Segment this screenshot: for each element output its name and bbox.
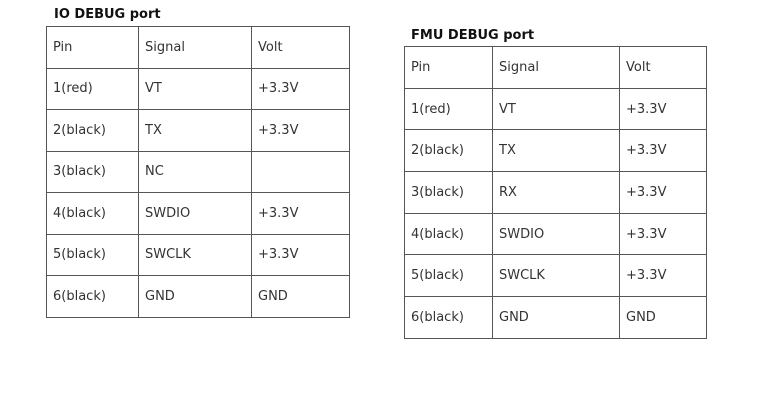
cell-signal: VT bbox=[138, 67, 252, 110]
cell-signal: TX bbox=[138, 109, 252, 152]
cell-volt: +3.3V bbox=[251, 192, 350, 235]
table-row: 6(black) GND GND bbox=[404, 296, 707, 339]
table-row: 4(black) SWDIO +3.3V bbox=[46, 192, 350, 235]
cell-volt: GND bbox=[251, 275, 350, 318]
cell-pin: 5(black) bbox=[404, 254, 493, 298]
cell-volt: +3.3V bbox=[619, 171, 707, 214]
cell-volt: +3.3V bbox=[251, 233, 350, 276]
table-row: 2(black) TX +3.3V bbox=[46, 109, 350, 152]
table-row: 5(black) SWCLK +3.3V bbox=[404, 254, 707, 298]
cell-volt: +3.3V bbox=[619, 129, 707, 173]
table-header-row: Pin Signal Volt bbox=[404, 46, 707, 89]
table-row: 2(black) TX +3.3V bbox=[404, 129, 707, 173]
cell-pin: 3(black) bbox=[46, 150, 139, 193]
header-signal: Signal bbox=[138, 26, 252, 69]
cell-signal: SWDIO bbox=[138, 192, 252, 235]
cell-signal: SWDIO bbox=[492, 212, 620, 256]
fmu-debug-port-table: Pin Signal Volt 1(red) VT +3.3V 2(black)… bbox=[404, 46, 707, 339]
cell-pin: 1(red) bbox=[404, 87, 493, 131]
header-volt: Volt bbox=[619, 46, 707, 89]
cell-signal: NC bbox=[138, 150, 252, 193]
cell-pin: 2(black) bbox=[46, 109, 139, 152]
cell-pin: 5(black) bbox=[46, 233, 139, 276]
table-row: 6(black) GND GND bbox=[46, 275, 350, 318]
table-row: 4(black) SWDIO +3.3V bbox=[404, 212, 707, 256]
io-debug-port-title: IO DEBUG port bbox=[54, 7, 161, 22]
table-header-row: Pin Signal Volt bbox=[46, 26, 350, 69]
cell-pin: 6(black) bbox=[46, 275, 139, 318]
cell-signal: GND bbox=[138, 275, 252, 318]
cell-signal: RX bbox=[492, 171, 620, 214]
cell-pin: 4(black) bbox=[404, 212, 493, 256]
cell-signal: SWCLK bbox=[138, 233, 252, 276]
table-row: 1(red) VT +3.3V bbox=[46, 67, 350, 110]
table-row: 3(black) NC bbox=[46, 150, 350, 193]
cell-signal: VT bbox=[492, 87, 620, 131]
cell-volt: +3.3V bbox=[619, 87, 707, 131]
table-row: 1(red) VT +3.3V bbox=[404, 87, 707, 131]
cell-pin: 4(black) bbox=[46, 192, 139, 235]
header-pin: Pin bbox=[46, 26, 139, 69]
table-row: 5(black) SWCLK +3.3V bbox=[46, 233, 350, 276]
header-volt: Volt bbox=[251, 26, 350, 69]
cell-pin: 1(red) bbox=[46, 67, 139, 110]
cell-signal: GND bbox=[492, 296, 620, 339]
cell-volt: +3.3V bbox=[619, 212, 707, 256]
table-row: 3(black) RX +3.3V bbox=[404, 171, 707, 214]
cell-signal: SWCLK bbox=[492, 254, 620, 298]
cell-pin: 2(black) bbox=[404, 129, 493, 173]
cell-pin: 3(black) bbox=[404, 171, 493, 214]
cell-volt: +3.3V bbox=[251, 67, 350, 110]
header-signal: Signal bbox=[492, 46, 620, 89]
header-pin: Pin bbox=[404, 46, 493, 89]
cell-volt: GND bbox=[619, 296, 707, 339]
cell-volt: +3.3V bbox=[619, 254, 707, 298]
cell-signal: TX bbox=[492, 129, 620, 173]
cell-volt bbox=[251, 150, 350, 193]
cell-volt: +3.3V bbox=[251, 109, 350, 152]
io-debug-port-table: Pin Signal Volt 1(red) VT +3.3V 2(black)… bbox=[46, 26, 350, 318]
cell-pin: 6(black) bbox=[404, 296, 493, 339]
fmu-debug-port-title: FMU DEBUG port bbox=[411, 28, 535, 43]
